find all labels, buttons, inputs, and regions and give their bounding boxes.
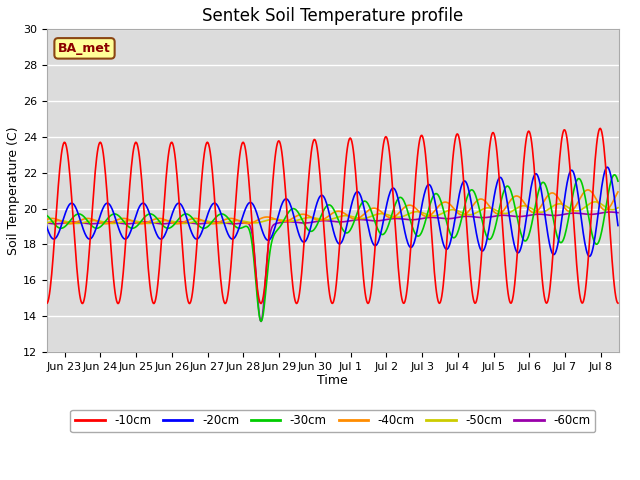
Text: BA_met: BA_met xyxy=(58,42,111,55)
Title: Sentek Soil Temperature profile: Sentek Soil Temperature profile xyxy=(202,7,463,25)
X-axis label: Time: Time xyxy=(317,374,348,387)
Y-axis label: Soil Temperature (C): Soil Temperature (C) xyxy=(7,126,20,255)
Legend: -10cm, -20cm, -30cm, -40cm, -50cm, -60cm: -10cm, -20cm, -30cm, -40cm, -50cm, -60cm xyxy=(70,409,595,432)
